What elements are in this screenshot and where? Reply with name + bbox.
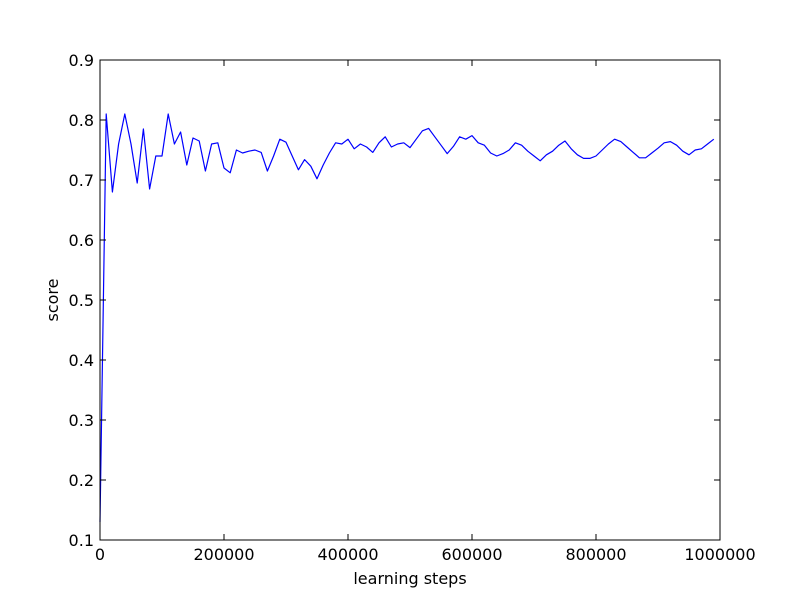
x-tick-label: 0	[95, 545, 105, 564]
y-tick-label: 0.2	[69, 471, 94, 490]
axis-ticks: 0 200000 400000 600000 800000 1000000 0.1 0.2 0.…	[69, 51, 756, 564]
y-tick-label: 0.4	[69, 351, 94, 370]
y-axis-label: score	[43, 279, 62, 322]
x-tick-label: 200000	[193, 545, 254, 564]
x-tick-label: 1000000	[684, 545, 755, 564]
y-tick-label: 0.6	[69, 231, 94, 250]
y-tick-label: 0.7	[69, 171, 94, 190]
x-tick-label: 800000	[565, 545, 626, 564]
y-tick-label: 0.1	[69, 531, 94, 550]
series-line-0	[99, 113, 715, 523]
y-tick-label: 0.5	[69, 291, 94, 310]
x-tick-label: 600000	[441, 545, 502, 564]
y-tick-label: 0.9	[69, 51, 94, 70]
y-tick-label: 0.8	[69, 111, 94, 130]
x-axis-label: learning steps	[353, 569, 466, 588]
x-tick-label: 400000	[317, 545, 378, 564]
y-tick-label: 0.3	[69, 411, 94, 430]
